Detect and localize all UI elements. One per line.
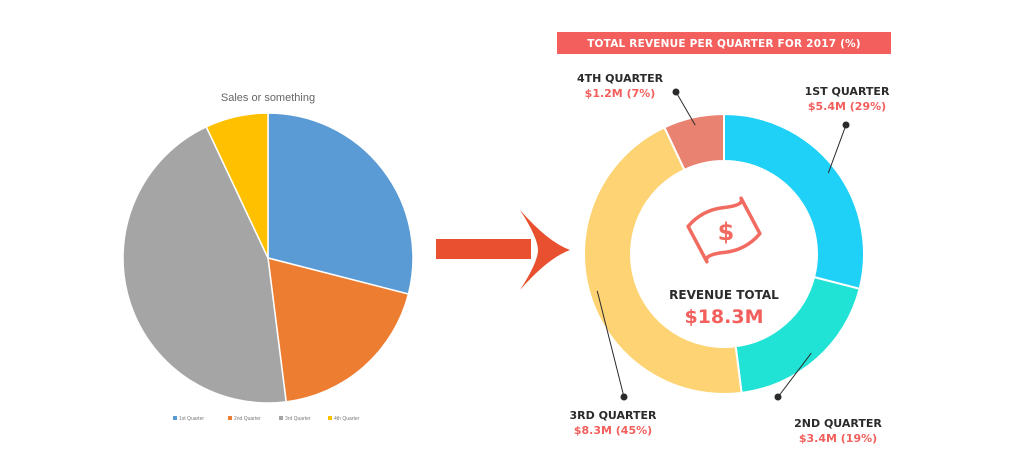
title-banner — [557, 32, 891, 54]
q4-name: 4TH QUARTER — [577, 72, 664, 85]
q1-name: 1ST QUARTER — [805, 85, 890, 98]
pie-slice-2 — [267, 256, 410, 403]
revenue-donut-chart: TOTAL REVENUE PER QUARTER FOR 2017 (%) $… — [557, 32, 891, 445]
q4-value: $1.2M (7%) — [585, 87, 656, 100]
leader-dot-3 — [620, 393, 628, 401]
q3-name: 3RD QUARTER — [569, 409, 657, 422]
legend-label-2: 2nd Quarter — [234, 416, 261, 422]
legend-label-1: 1st Quarter — [179, 416, 204, 422]
leader-dot-1 — [842, 121, 850, 129]
pie-slice-3 — [122, 125, 288, 404]
donut-slice-1 — [723, 112, 865, 291]
right-arrow-icon — [436, 210, 570, 290]
pie-slice-4 — [205, 112, 269, 259]
leader-dot-2 — [774, 393, 782, 401]
pie-legend: 1st Quarter 2nd Quarter 3rd Quarter 4th Qua… — [173, 416, 360, 422]
pie-title: Sales or something — [221, 92, 315, 104]
revenue-total-value: $18.3M — [684, 306, 763, 328]
donut-slice-4 — [663, 112, 725, 172]
leader-dot-4 — [672, 88, 680, 96]
q1-value: $5.4M (29%) — [808, 100, 886, 113]
callout-q3: 3RD QUARTER $8.3M (45%) — [569, 409, 657, 437]
leader-line-1 — [827, 124, 847, 174]
donut-slices — [583, 112, 865, 395]
callout-q4: 4TH QUARTER $1.2M (7%) — [577, 72, 664, 100]
callout-q2: 2ND QUARTER $3.4M (19%) — [794, 417, 882, 445]
legend-swatch-3 — [279, 416, 283, 420]
leader-line-3 — [596, 290, 625, 398]
legend-label-4: 4th Quarter — [334, 416, 360, 422]
legend-swatch-2 — [228, 416, 232, 420]
pie-slices — [122, 112, 414, 404]
q2-name: 2ND QUARTER — [794, 417, 882, 430]
legend-swatch-4 — [328, 416, 332, 420]
leader-line-2 — [777, 352, 812, 398]
q2-value: $3.4M (19%) — [799, 432, 877, 445]
donut-slice-3 — [583, 125, 743, 395]
pie-slice-1 — [267, 112, 414, 295]
revenue-total-label: REVENUE TOTAL — [669, 288, 779, 302]
donut-title: TOTAL REVENUE PER QUARTER FOR 2017 (%) — [587, 38, 861, 50]
leader-line-4 — [675, 91, 696, 126]
money-bill-icon — [686, 196, 762, 264]
q3-value: $8.3M (45%) — [574, 424, 652, 437]
legend-swatch-1 — [173, 416, 177, 420]
callout-leaders — [596, 88, 850, 401]
callout-q1: 1ST QUARTER $5.4M (29%) — [805, 85, 890, 113]
dollar-sign-icon: $ — [718, 218, 735, 246]
original-pie-chart: Sales or something 1st Quarter 2nd Quarte… — [122, 92, 414, 422]
legend-label-3: 3rd Quarter — [285, 416, 311, 422]
